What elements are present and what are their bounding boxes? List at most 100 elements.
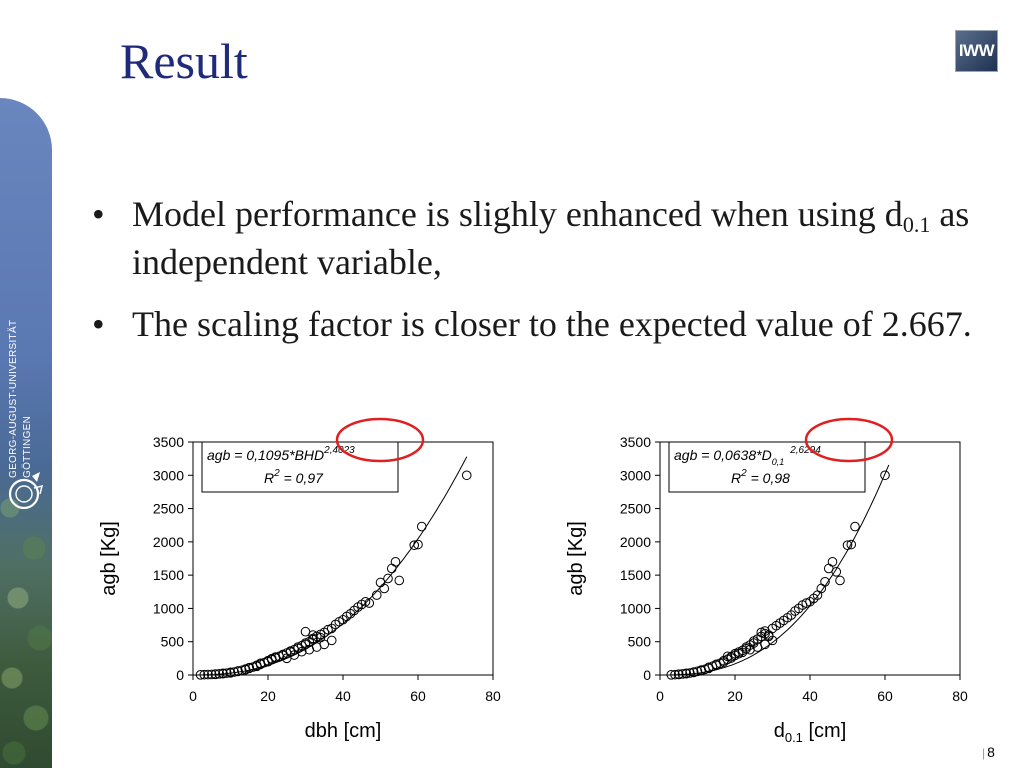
y-tick-label: 2500 (620, 501, 651, 517)
fitted-curve (200, 456, 468, 676)
bullet-dot-icon: • (92, 304, 105, 344)
data-point (315, 632, 326, 643)
page-divider: | (982, 746, 986, 760)
data-point (730, 648, 740, 659)
x-tick-label: 0 (656, 688, 664, 704)
y-tick-label: 3000 (153, 467, 184, 483)
scatter-chart-d01: 0 500 1000 1500 2000 2500 3000 3500 0 20 40 60 80 agb… (565, 417, 968, 745)
data-point (846, 539, 857, 550)
data-point (195, 670, 206, 680)
data-point (214, 669, 225, 679)
data-point (409, 540, 420, 550)
data-point (673, 669, 684, 680)
data-point (394, 575, 405, 586)
y-axis-label: agb [Kg] (98, 521, 120, 596)
x-axis-label: dbh [cm] (305, 720, 382, 742)
r-squared: R2 = 0,97 (264, 468, 324, 486)
y-tick-label: 1500 (153, 567, 184, 583)
data-point (199, 669, 210, 680)
bullet-item: • Model performance is slighly enhanced … (92, 190, 992, 286)
data-point (831, 567, 842, 577)
data-point (386, 563, 397, 574)
data-point (233, 666, 243, 676)
data-point (666, 670, 677, 680)
y-tick-label: 2500 (153, 501, 184, 517)
data-point (244, 662, 255, 673)
data-point (413, 539, 423, 550)
x-tick-label: 80 (952, 688, 968, 704)
sidebar-band: GEORG-AUGUST-UNIVERSITÄT GÖTTINGEN (0, 98, 52, 768)
data-point (835, 575, 845, 586)
data-point (827, 557, 838, 567)
page-number-value: 8 (987, 744, 995, 760)
y-tick-label: 500 (161, 634, 185, 650)
data-point (677, 669, 688, 679)
university-name-line2: GÖTTINGEN (22, 415, 33, 478)
y-tick-label: 3500 (153, 434, 184, 450)
bullet-subscript: 0.1 (902, 212, 931, 237)
fitted-curve (671, 464, 890, 676)
data-point (760, 639, 770, 650)
fit-equation: agb = 0,1095*BHD2,4023 (207, 445, 355, 463)
data-point (812, 590, 823, 600)
data-point (880, 470, 890, 481)
x-tick-label: 40 (802, 688, 818, 704)
bullet-text-tail: as independent variable, (132, 194, 970, 282)
data-point (371, 590, 382, 600)
iww-logo: IWW (955, 30, 998, 72)
bullet-item: • The scaling factor is closer to the ex… (92, 300, 992, 348)
data-point (326, 635, 337, 646)
forest-photo (0, 468, 52, 768)
bullet-dot-icon: • (92, 194, 105, 234)
highlight-ellipse (335, 417, 425, 463)
data-point (763, 631, 774, 642)
data-point (416, 521, 427, 532)
equation-box (201, 441, 399, 493)
data-point (850, 521, 860, 532)
data-point (461, 470, 472, 481)
y-tick-label: 1500 (620, 567, 651, 583)
data-point (206, 669, 217, 680)
y-tick-label: 3000 (620, 467, 651, 483)
y-tick-label: 3500 (620, 434, 651, 450)
y-tick-label: 2000 (153, 534, 184, 550)
university-name-line1: GEORG-AUGUST-UNIVERSITÄT (8, 319, 19, 478)
x-tick-label: 20 (727, 688, 743, 704)
data-point (685, 668, 695, 678)
y-tick-label: 1000 (153, 600, 184, 616)
page-number: | 8 (982, 744, 995, 760)
data-point (229, 667, 240, 677)
data-point (383, 573, 393, 584)
x-tick-label: 0 (189, 688, 197, 704)
data-point (296, 646, 307, 657)
data-point (218, 668, 228, 679)
data-point (756, 627, 767, 638)
data-point (225, 667, 236, 678)
y-axis-label: agb [Kg] (565, 521, 587, 596)
data-point (681, 668, 692, 679)
x-tick-label: 40 (335, 688, 351, 704)
y-tick-label: 1000 (620, 600, 651, 616)
y-tick-label: 500 (628, 634, 652, 650)
y-tick-label: 0 (643, 667, 651, 683)
x-tick-label: 60 (877, 688, 893, 704)
bullet-text: Model performance is slighly enhanced wh… (132, 194, 903, 234)
x-tick-label: 60 (410, 688, 426, 704)
fit-equation: agb = 0,0638*D0,12,6294 (674, 445, 821, 467)
bullet-text: The scaling factor is closer to the expe… (132, 304, 972, 344)
y-tick-label: 2000 (620, 534, 651, 550)
data-point (688, 667, 699, 677)
scatter-chart-dbh: 0 500 1000 1500 2000 2500 3000 3500 0 20 40 60 80 agb… (98, 417, 501, 742)
data-point (670, 669, 680, 680)
data-point (842, 540, 853, 550)
x-tick-label: 80 (485, 688, 501, 704)
data-point (221, 668, 232, 678)
equation-box (668, 441, 866, 493)
data-point (390, 557, 401, 567)
university-seal-icon (8, 472, 44, 510)
data-point (210, 669, 221, 679)
data-point (820, 577, 830, 587)
data-point (364, 598, 375, 608)
data-point (203, 669, 213, 680)
data-point (711, 659, 722, 670)
